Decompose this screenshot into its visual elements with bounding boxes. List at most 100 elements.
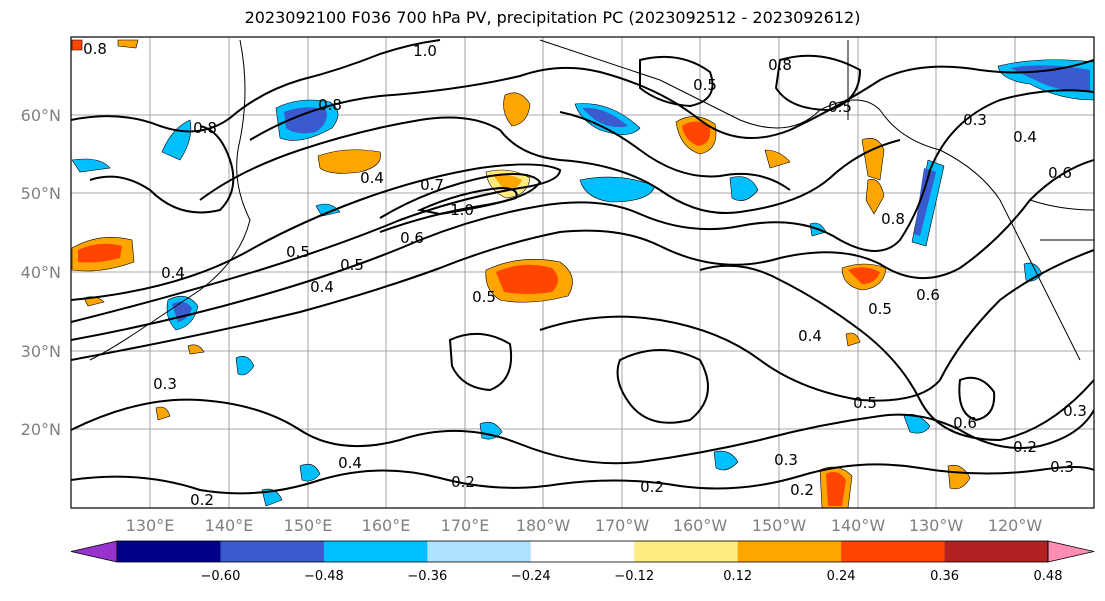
contour-label: 0.7	[420, 176, 444, 194]
precip-patch	[187, 344, 205, 355]
colorbar-segment	[117, 541, 221, 562]
colorbar-tick-label: −0.12	[614, 569, 654, 584]
colorbar-tick-label: −0.48	[304, 569, 344, 584]
pv-contours	[71, 39, 1094, 495]
contour-label: 0.2	[790, 481, 814, 499]
contour-label: 0.5	[693, 76, 717, 94]
contour-label: 0.6	[400, 229, 424, 247]
colorbar-segment	[323, 541, 428, 562]
coastlines	[89, 39, 1094, 361]
precip-patch	[729, 176, 759, 201]
pv-contour	[416, 186, 518, 216]
contour-label: 0.8	[193, 119, 217, 137]
precip-patch	[865, 179, 885, 215]
precip-patch	[317, 149, 381, 174]
contour-label: 0.8	[318, 96, 342, 114]
colorbar-extend-low	[70, 540, 118, 563]
colorbar-segment	[737, 541, 842, 562]
pv-contour	[616, 349, 709, 424]
pv-contour	[71, 398, 1094, 465]
pv-contour	[71, 39, 441, 133]
precip-patch	[155, 406, 171, 421]
precip-patch	[284, 107, 327, 134]
contour-label: 0.3	[153, 375, 177, 393]
pv-contour	[699, 264, 1094, 442]
colorbar-segment	[944, 541, 1049, 562]
pv-contour	[71, 89, 1094, 341]
colorbar-tick-label: 0.12	[723, 569, 752, 584]
pv-contour	[89, 125, 235, 214]
contour-label: 0.5	[340, 256, 364, 274]
precip-patch	[71, 158, 111, 173]
colorbar-segment	[530, 541, 635, 562]
precip-patch	[496, 264, 558, 294]
pv-contour	[71, 159, 1094, 361]
contour-label: 0.5	[868, 300, 892, 318]
pv-contour	[559, 111, 791, 191]
precip-patch	[261, 488, 283, 507]
colorbar: −0.60 −0.48 −0.36 −0.24 −0.12 0.12 0.24 0.36 0.4…	[70, 540, 1095, 584]
precip-patch	[861, 138, 885, 181]
longitude-labels: 130°E 140°E 150°E 160°E 170°E 180°W 170°…	[126, 516, 1043, 535]
lon-label: 170°W	[595, 516, 650, 535]
contour-label: 0.2	[190, 491, 214, 509]
contour-label: 0.5	[853, 394, 877, 412]
precip-patch	[235, 355, 255, 376]
coastline	[1029, 199, 1094, 211]
precip-patch	[299, 463, 321, 482]
precip-patch	[494, 174, 522, 190]
lon-label: 170°E	[441, 516, 490, 535]
lat-label: 30°N	[21, 342, 61, 361]
precip-patch	[161, 119, 192, 161]
contour-label: 0.5	[828, 98, 852, 116]
lon-label: 160°W	[673, 516, 728, 535]
coastline	[539, 39, 1081, 361]
precip-patch	[579, 176, 656, 203]
lat-label: 50°N	[21, 184, 61, 203]
lon-label: 180°W	[516, 516, 571, 535]
precip-patch	[315, 203, 341, 217]
coastline	[89, 39, 251, 361]
contour-label: 0.2	[451, 473, 475, 491]
colorbar-tick-label: −0.36	[407, 569, 447, 584]
precip-patch	[78, 243, 122, 263]
contour-label: 0.8	[83, 40, 107, 58]
colorbar-tick-label: −0.60	[201, 569, 241, 584]
contour-label: 0.6	[953, 414, 977, 432]
colorbar-segment	[841, 541, 946, 562]
precip-patch	[582, 107, 628, 128]
precip-patch	[845, 332, 861, 347]
lat-label: 20°N	[21, 420, 61, 439]
contour-label: 0.8	[881, 210, 905, 228]
contour-label: 0.4	[310, 278, 334, 296]
lon-label: 160°E	[362, 516, 411, 535]
lon-label: 140°W	[831, 516, 886, 535]
map-title: 2023092100 F036 700 hPa PV, precipitatio…	[244, 8, 861, 27]
colorbar-tick-label: 0.36	[930, 569, 959, 584]
precip-patch	[764, 149, 791, 169]
lat-label: 40°N	[21, 263, 61, 282]
contour-labels: 0.8 1.0 0.8 0.5 0.8 0.5 0.3 0.4 0.6 0.8 …	[83, 40, 1087, 509]
precip-patch	[503, 92, 531, 127]
pv-contour	[639, 55, 714, 108]
colorbar-segment	[427, 541, 532, 562]
lon-label: 140°E	[205, 516, 254, 535]
contour-label: 0.6	[916, 286, 940, 304]
colorbar-segments	[70, 540, 1095, 563]
precip-patch	[947, 464, 971, 490]
pv-contour	[539, 249, 1094, 402]
contour-label: 1.0	[450, 201, 474, 219]
contour-label: 0.3	[1050, 458, 1074, 476]
precip-patch	[71, 39, 83, 51]
precip-patch	[479, 421, 503, 440]
pv-contour	[774, 54, 862, 112]
contour-label: 0.4	[798, 327, 822, 345]
colorbar-segment	[634, 541, 739, 562]
contour-label: 0.4	[338, 454, 362, 472]
contour-label: 0.4	[161, 264, 185, 282]
contour-label: 0.5	[472, 288, 496, 306]
precip-patch	[713, 450, 739, 471]
precip-patch	[826, 472, 846, 506]
lat-label: 60°N	[21, 106, 61, 125]
lon-label: 130°E	[126, 516, 175, 535]
